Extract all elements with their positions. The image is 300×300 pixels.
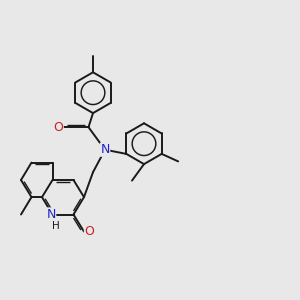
Text: O: O (85, 225, 94, 238)
Text: O: O (53, 121, 63, 134)
Text: N: N (100, 143, 110, 156)
Text: N: N (46, 208, 56, 221)
Text: H: H (52, 221, 59, 231)
